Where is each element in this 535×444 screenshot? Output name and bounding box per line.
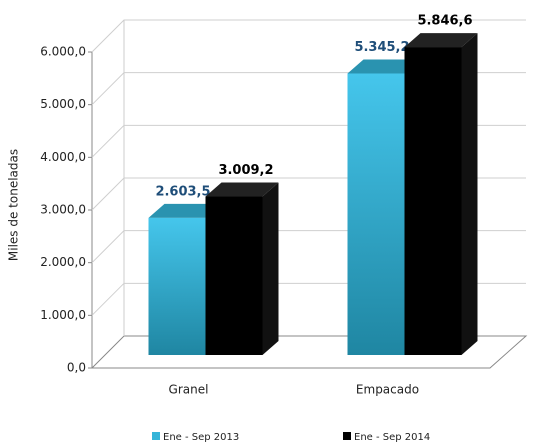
grid-line	[91, 19, 526, 53]
value-label: 5.846,6	[417, 14, 472, 29]
bar	[205, 196, 263, 355]
bar-top	[404, 33, 478, 48]
legend-label: Ene - Sep 2014	[354, 432, 430, 443]
x-tick-label: Granel	[169, 383, 209, 397]
bar-top	[205, 182, 279, 197]
bar	[347, 73, 405, 355]
y-tick-label: 2.000,0	[40, 255, 86, 269]
legend-label: Ene - Sep 2013	[163, 432, 239, 443]
bar-top	[347, 59, 421, 74]
y-tick-label: 4.000,0	[40, 150, 86, 164]
value-label: 5.345,2	[354, 40, 409, 55]
bar-side	[461, 33, 478, 355]
legend-swatch	[152, 432, 160, 440]
y-tick-label: 6.000,0	[40, 45, 86, 59]
bar-side	[262, 182, 279, 355]
x-tick-label: Empacado	[356, 383, 419, 397]
y-tick-label: 0,0	[67, 361, 86, 375]
value-label: 2.603,5	[155, 184, 210, 199]
y-tick-label: 3.000,0	[40, 203, 86, 217]
bar	[148, 217, 206, 355]
bar	[404, 47, 462, 355]
legend-swatch	[343, 432, 351, 440]
floor	[90, 335, 528, 369]
bar-top	[148, 203, 222, 218]
value-label: 3.009,2	[218, 163, 273, 178]
y-tick-label: 1.000,0	[40, 308, 86, 322]
y-tick-label: 5.000,0	[40, 97, 86, 111]
y-axis-label: Miles de toneladas	[7, 149, 21, 261]
